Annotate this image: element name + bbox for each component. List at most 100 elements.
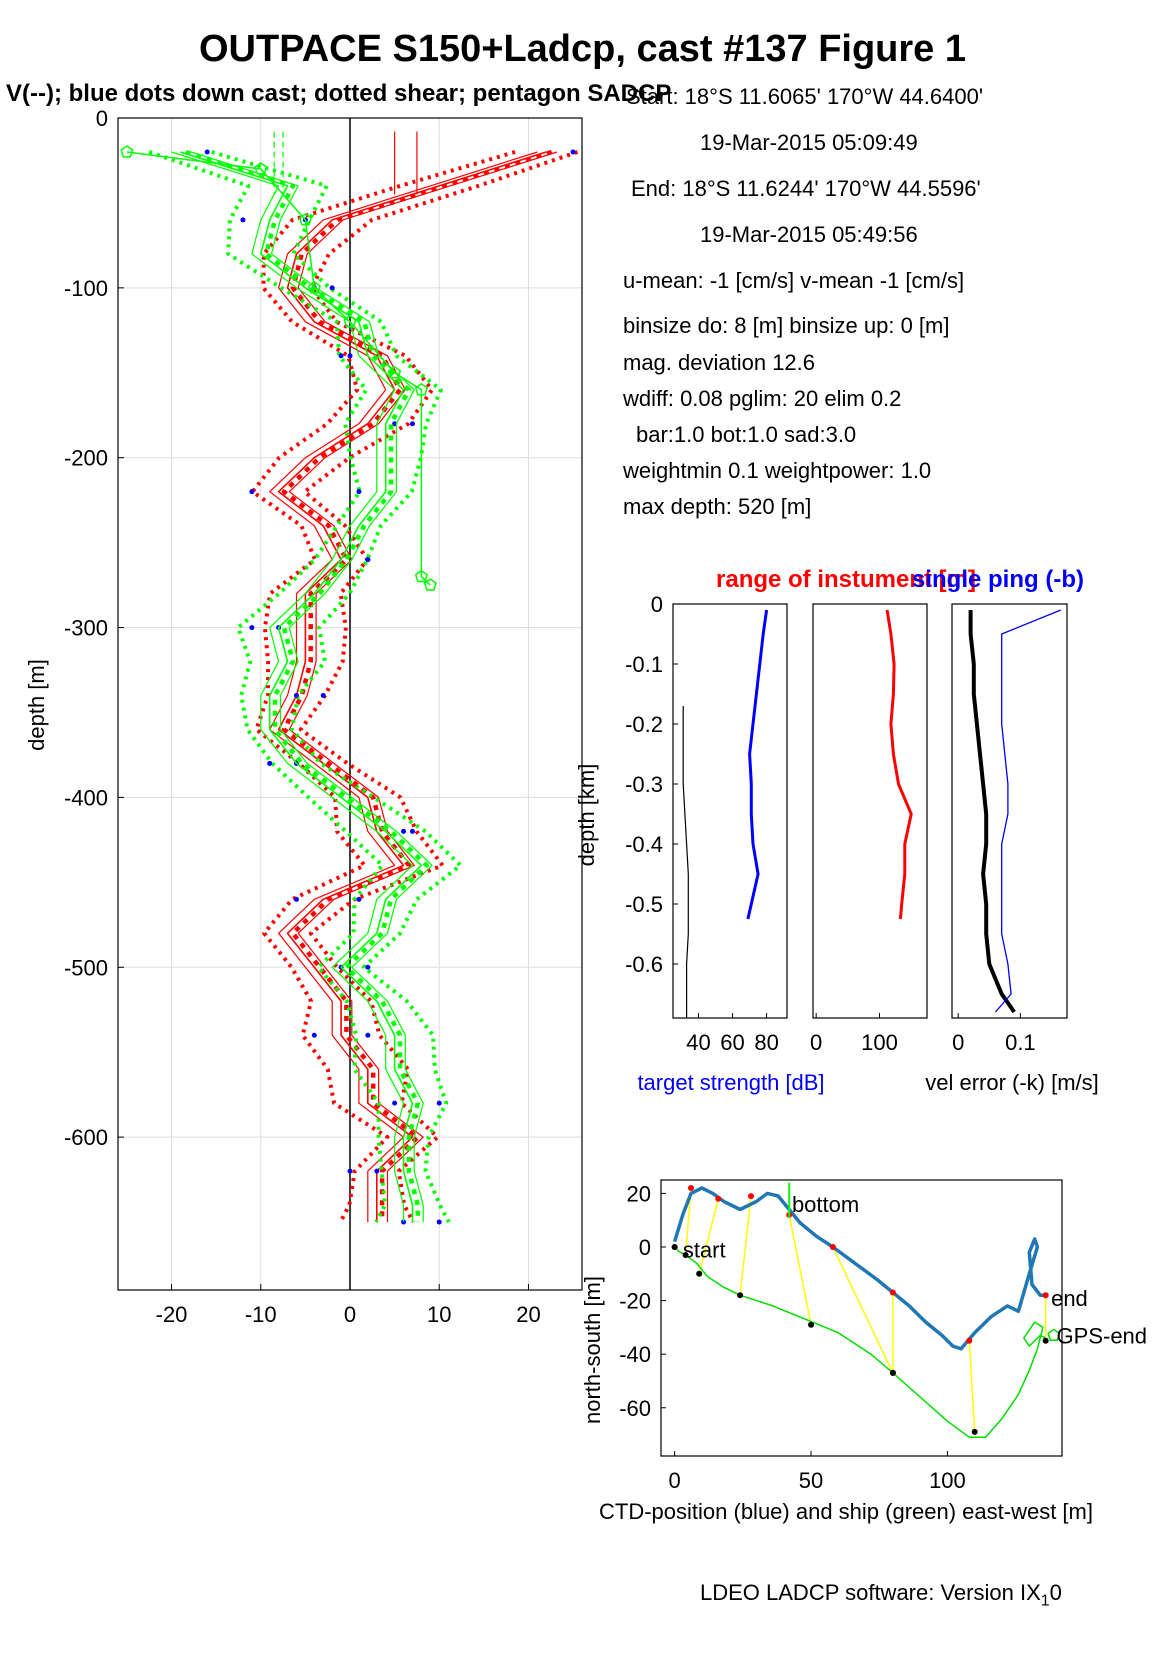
downcast-dot xyxy=(204,149,210,155)
velocity-profile-plot: depth [m] -20 -10 0 10 200-100-200-300-400-5… xyxy=(24,106,583,1327)
software-version-sub: 1 xyxy=(1040,1592,1050,1610)
downcast-dot xyxy=(293,693,299,699)
software-version-text: LDEO LADCP software: Version IX xyxy=(700,1580,1041,1605)
info-bar: bar:1.0 bot:1.0 sad:3.0 xyxy=(636,422,857,447)
main-plot-frame xyxy=(117,117,583,1291)
ctd-track xyxy=(672,1186,1049,1351)
x-tick-label: 80 xyxy=(754,1030,778,1055)
sadcp-pentagon xyxy=(388,365,402,379)
range-title: range of instument [m] xyxy=(716,566,976,593)
target-strength-line xyxy=(746,609,769,920)
track-xlabel: CTD-position (blue) and ship (green) eas… xyxy=(599,1499,1093,1524)
single-ping-title: single ping (-b) xyxy=(912,566,1084,593)
downcast-dot xyxy=(347,1168,353,1174)
x-tick-label: 0.1 xyxy=(1005,1030,1036,1055)
ctd-marker xyxy=(748,1193,755,1200)
panel-frame xyxy=(951,603,1068,1019)
vel-error-line xyxy=(995,609,1062,1013)
position-link xyxy=(832,1246,894,1374)
ship-marker xyxy=(889,1369,896,1376)
y-tick-label: -0.5 xyxy=(625,892,663,917)
x-tick-label: 0 xyxy=(810,1030,822,1055)
downcast-dot xyxy=(436,1100,442,1106)
track-plot-frame xyxy=(660,1179,1063,1457)
downcast-dot xyxy=(409,421,415,427)
y-tick-label: 0 xyxy=(651,592,663,617)
instrument-range-line xyxy=(682,706,689,1018)
x-tick-label: 0 xyxy=(669,1468,681,1493)
info-wdiff: wdiff: 0.08 pglim: 20 elim 0.2 xyxy=(623,386,902,411)
ship-marker xyxy=(1042,1337,1049,1344)
software-version-end: 0 xyxy=(1049,1580,1062,1605)
ctd-marker xyxy=(889,1289,896,1296)
downcast-dot xyxy=(329,285,335,291)
position-link xyxy=(698,1198,720,1274)
y-tick-label: -20 xyxy=(619,1289,651,1314)
downcast-dot xyxy=(356,489,362,495)
ctd-marker xyxy=(1042,1292,1049,1299)
info-mag-deviation: mag. deviation 12.6 xyxy=(623,350,816,375)
ship-marker xyxy=(682,1252,689,1259)
x-tick-label: 60 xyxy=(720,1030,744,1055)
vel-error-plot: 0 0.1 xyxy=(951,603,1068,1055)
downcast-dot xyxy=(392,1100,398,1106)
panel-frame xyxy=(812,603,928,1019)
info-mean-velocity: u-mean: -1 [cm/s] v-mean -1 [cm/s] xyxy=(623,268,965,293)
y-tick-label: -300 xyxy=(64,616,108,641)
info-max-depth: max depth: 520 [m] xyxy=(623,494,812,519)
track-plot: north-south [m] CTD-position (blue) and … xyxy=(580,1179,1147,1524)
series-line-u xyxy=(277,151,547,1223)
ship-marker xyxy=(671,1243,678,1250)
info-start-time: 19-Mar-2015 05:09:49 xyxy=(700,130,918,155)
software-version: LDEO LADCP software: Version IX10 xyxy=(700,1580,1062,1610)
y-tick-label: 0 xyxy=(639,1235,651,1260)
ship-marker xyxy=(737,1292,744,1299)
sadcp-pentagon xyxy=(120,145,134,158)
track-ylabel: north-south [m] xyxy=(580,1276,605,1424)
downcast-dot xyxy=(267,760,273,766)
x-tick-label: 0 xyxy=(344,1302,356,1327)
series-line-u xyxy=(281,149,553,1223)
x-tick-label: -10 xyxy=(245,1302,277,1327)
downcast-dot xyxy=(311,1032,317,1038)
downcast-dot xyxy=(374,1168,380,1174)
y-tick-label: -600 xyxy=(64,1125,108,1150)
downcast-dot xyxy=(356,896,362,902)
downcast-dot xyxy=(436,1219,442,1225)
downcast-dot xyxy=(293,896,299,902)
x-tick-label: 100 xyxy=(929,1468,966,1493)
ship-marker xyxy=(808,1321,815,1328)
info-start: Start: 18°S 11.6065' 170°W 44.6400' xyxy=(626,84,984,109)
ship-track xyxy=(674,1246,1046,1438)
series-line-v xyxy=(191,151,433,1223)
info-weights: weightmin 0.1 weightpower: 1.0 xyxy=(623,458,932,483)
downcast-dot xyxy=(347,353,353,359)
y-tick-label: -100 xyxy=(64,276,108,301)
x-tick-label: 50 xyxy=(799,1468,823,1493)
figure-subtitle: V(--); blue dots down cast; dotted shear… xyxy=(6,80,672,107)
range-line xyxy=(885,609,913,920)
x-tick-label: 0 xyxy=(952,1030,964,1055)
series-line-u xyxy=(269,151,538,1223)
y-tick-label: 0 xyxy=(96,106,108,131)
info-end: End: 18°S 11.6244' 170°W 44.5596' xyxy=(631,176,981,201)
figure-title: OUTPACE S150+Ladcp, cast #137 Figure 1 xyxy=(199,28,966,70)
downcast-dot xyxy=(320,693,326,699)
sadcp-pentagon xyxy=(307,280,321,294)
position-link xyxy=(968,1340,976,1432)
position-link xyxy=(788,1214,812,1325)
end-label: end xyxy=(1051,1286,1088,1311)
downcast-dot xyxy=(365,964,371,970)
ship-marker xyxy=(696,1270,703,1277)
series-line-u xyxy=(250,150,516,1224)
gps-end-marker xyxy=(1047,1328,1061,1342)
start-label: start xyxy=(683,1238,726,1263)
downcast-dot xyxy=(570,149,576,155)
x-tick-label: 20 xyxy=(516,1302,540,1327)
y-tick-label: -200 xyxy=(64,446,108,471)
target-strength-xlabel: target strength [dB] xyxy=(637,1070,824,1095)
sadcp-pentagon xyxy=(298,212,312,226)
vel-error-line xyxy=(968,610,1016,1014)
panel-frame xyxy=(672,603,788,1019)
x-tick-label: 10 xyxy=(427,1302,451,1327)
